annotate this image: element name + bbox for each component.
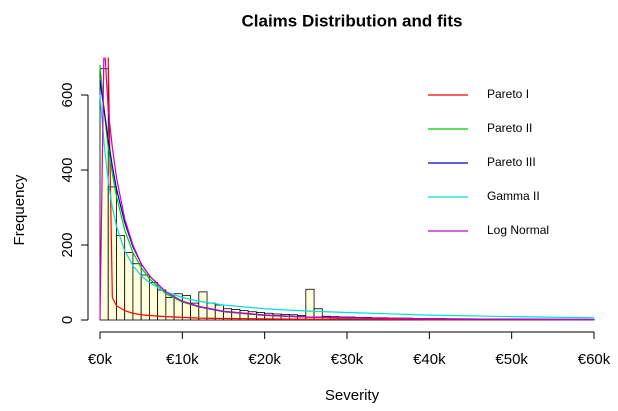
legend-label: Log Normal bbox=[487, 223, 549, 237]
bar bbox=[132, 263, 142, 321]
x-axis-title: Severity bbox=[325, 387, 380, 404]
x-tick-label: €50k bbox=[495, 351, 528, 368]
y-tick-label: 0 bbox=[59, 316, 76, 324]
bar bbox=[157, 289, 167, 321]
legend-label: Pareto III bbox=[487, 155, 536, 169]
y-tick-label: 600 bbox=[59, 82, 76, 107]
fit-line bbox=[99, 57, 595, 321]
bar bbox=[206, 302, 216, 321]
bar bbox=[198, 291, 208, 321]
y-axis-title: Frequency bbox=[11, 174, 28, 245]
x-tick-label: €60k bbox=[578, 351, 611, 368]
y-tick-label: 400 bbox=[59, 157, 76, 182]
x-tick-label: €30k bbox=[331, 351, 364, 368]
bar bbox=[148, 282, 159, 321]
x-tick-label: €10k bbox=[166, 351, 199, 368]
fit-line bbox=[107, 57, 594, 321]
legend-label: Pareto II bbox=[487, 121, 532, 135]
x-tick-label: €20k bbox=[248, 351, 281, 368]
chart-title: Claims Distribution and fits bbox=[241, 11, 462, 30]
x-tick-label: €40k bbox=[413, 351, 446, 368]
legend-label: Gamma II bbox=[487, 189, 540, 203]
bar bbox=[305, 288, 315, 321]
y-tick-label: 200 bbox=[59, 232, 76, 257]
legend-label: Pareto I bbox=[487, 87, 529, 101]
plot-area bbox=[99, 57, 595, 321]
x-tick-label: €0k bbox=[88, 351, 113, 368]
bar bbox=[313, 308, 323, 321]
bar bbox=[214, 304, 224, 321]
